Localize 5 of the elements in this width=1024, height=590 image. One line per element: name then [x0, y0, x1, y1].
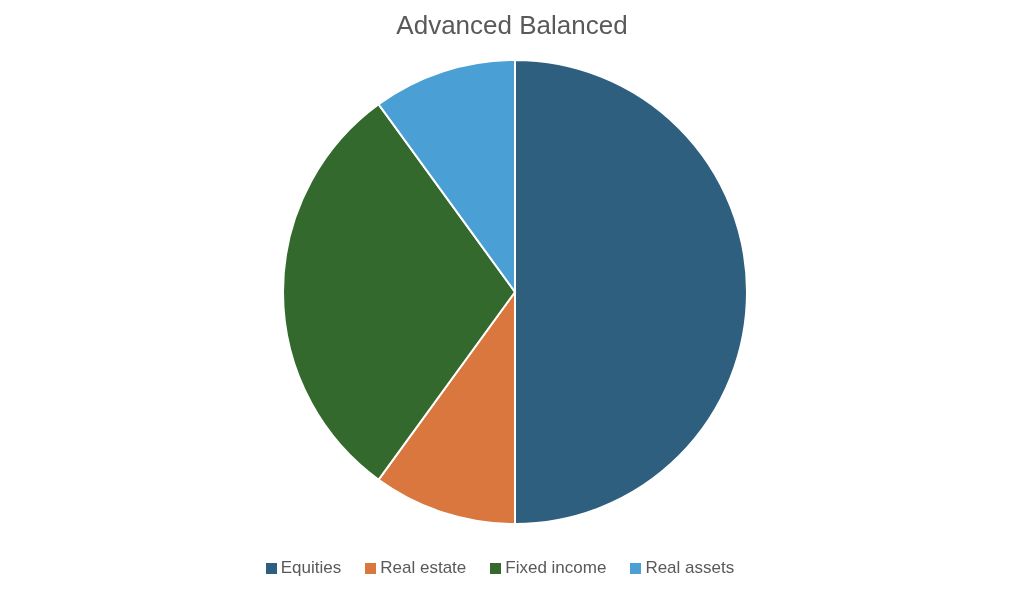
legend-label: Real estate — [380, 558, 467, 577]
legend-label: Real assets — [645, 558, 735, 577]
legend-label: Equities — [280, 558, 342, 577]
legend-label: Fixed income — [505, 558, 607, 577]
chart-title: Advanced Balanced — [395, 9, 629, 42]
